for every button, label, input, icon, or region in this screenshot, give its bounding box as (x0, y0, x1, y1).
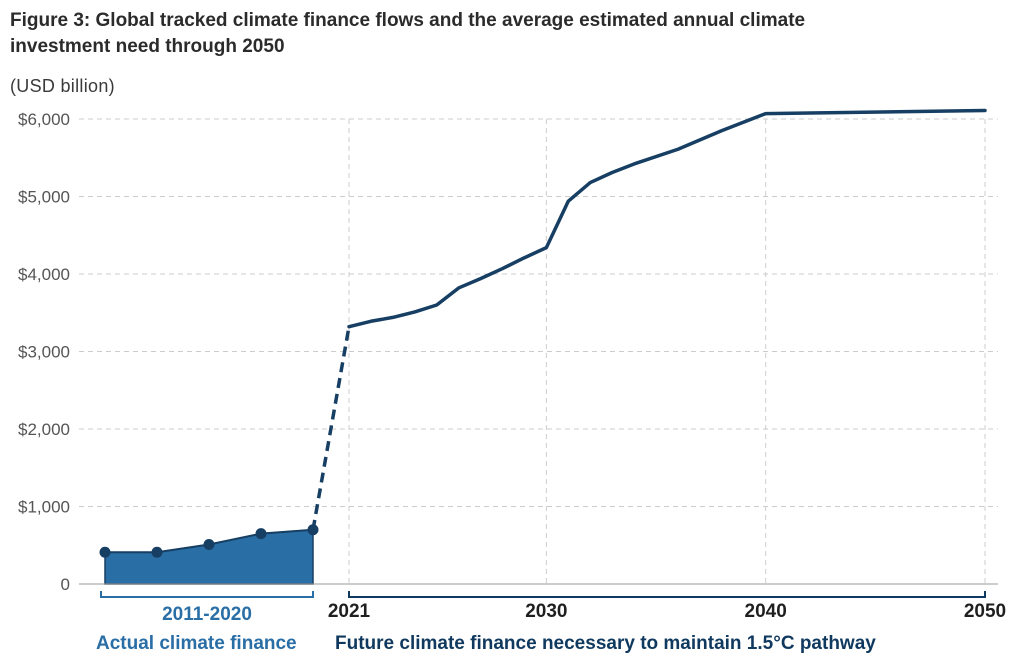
y-tick-label: 0 (61, 575, 70, 594)
actual-finance-point (307, 524, 319, 536)
chart-title: Figure 3: Global tracked climate finance… (10, 10, 806, 57)
actual-finance-point (151, 546, 163, 558)
actual-finance-area (104, 528, 314, 585)
period-label: 2011-2020 (162, 604, 252, 625)
y-tick-label: $4,000 (18, 265, 70, 284)
actual-finance-area-fill (104, 528, 314, 585)
y-unit-label: (USD billion) (10, 76, 115, 96)
y-tick-label: $6,000 (18, 110, 70, 129)
period-brackets: 2011-2020 Actual climate finance Future cl… (96, 591, 986, 654)
actual-finance-label: Actual climate finance (96, 633, 297, 654)
actual-period-bracket (100, 591, 314, 598)
x-tick-label: 2040 (745, 601, 787, 622)
x-tick-label: 2050 (964, 601, 1006, 622)
future-finance-label: Future climate finance necessary to main… (335, 633, 876, 654)
future-period-bracket (348, 591, 986, 598)
gridlines (79, 118, 998, 584)
projection-connector-line (311, 326, 351, 531)
future-finance-series-line (347, 108, 987, 329)
actual-finance-point (99, 546, 111, 558)
y-tick-label: $5,000 (18, 188, 70, 207)
y-tick-label: $2,000 (18, 420, 70, 439)
future-finance-line (311, 108, 987, 531)
actual-finance-point (255, 528, 267, 540)
x-tick-label: 2021 (328, 601, 371, 622)
axis-labels: 0 $1,000 $2,000 $3,000 $4,000 $5,000 $6,000 202… (18, 110, 1006, 622)
actual-finance-point (203, 538, 215, 550)
actual-finance-points (99, 524, 319, 558)
y-tick-label: $3,000 (18, 343, 70, 362)
x-tick-label: 2030 (525, 601, 567, 622)
y-tick-label: $1,000 (18, 498, 70, 517)
